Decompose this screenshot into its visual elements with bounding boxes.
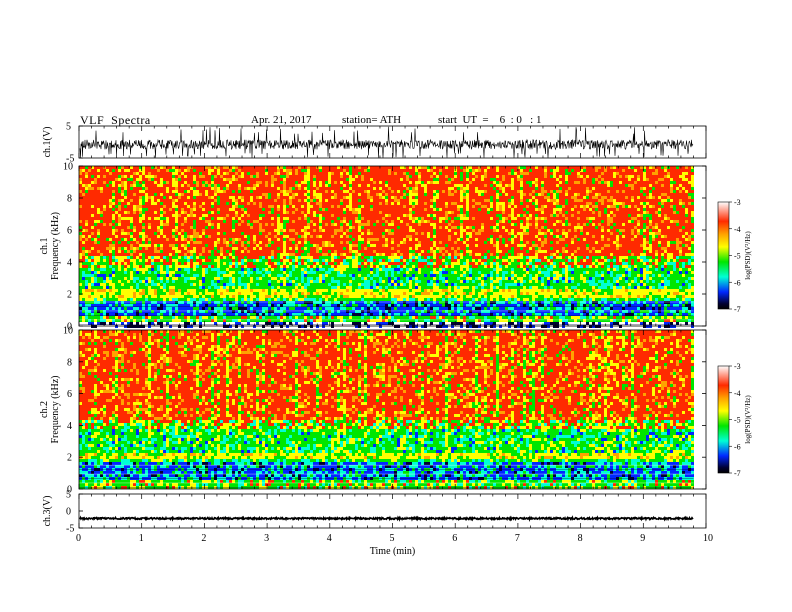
xtick-label: 6	[452, 533, 457, 544]
ch1-ylabel-frequency: Frequency (kHz)	[50, 212, 61, 280]
ch2-ytick-label: 8	[67, 357, 72, 368]
ch1-trace	[80, 127, 693, 158]
ch3-frame	[79, 494, 706, 528]
ch1-colorbar-tick-label: -5	[734, 252, 741, 261]
ch1-colorbar-tick-label: -7	[734, 305, 741, 314]
ch1-colorbar-tick-label: -3	[734, 198, 741, 207]
ch2-ytick-label: 2	[67, 453, 72, 464]
xtick-label: 3	[264, 533, 269, 544]
ch1-ylabel-channel: ch.1	[39, 238, 50, 255]
ch1-ytick-label: 4	[67, 258, 72, 269]
ch1-ytick-label: 10	[63, 162, 73, 173]
ch2-colorbar-tick-label: -3	[734, 362, 741, 371]
xtick-label: 9	[640, 533, 645, 544]
ch1-ytick-label: 6	[67, 226, 72, 237]
ch2-colorbar-tick-label: -5	[734, 416, 741, 425]
ch2-colorbar-tick-label: -7	[734, 469, 741, 478]
ch1-colorbar	[718, 202, 729, 309]
ch2-ylabel-channel: ch.2	[39, 401, 50, 418]
ch2-ylabel-frequency: Frequency (kHz)	[50, 375, 61, 443]
ch3-ytick-label: 5	[66, 490, 71, 501]
ch1-ylabel: ch.1(V)	[42, 127, 53, 158]
x-axis-label: Time (min)	[370, 546, 415, 557]
ch1-colorbar-tick-label: -4	[734, 225, 741, 234]
xtick-label: 4	[327, 533, 332, 544]
xtick-label: 8	[578, 533, 583, 544]
ch3-ytick-label: -5	[66, 524, 74, 535]
ch3-ylabel: ch.3(V)	[42, 496, 53, 527]
ch1-colorbar-tick-label: -6	[734, 278, 741, 287]
xtick-label: 1	[139, 533, 144, 544]
ch2-colorbar	[718, 366, 729, 473]
xtick-label: 5	[390, 533, 395, 544]
xtick-label: 2	[201, 533, 206, 544]
ch1-ytick-label: 5	[66, 122, 71, 133]
ch1-colorbar-label: log(PSD)(V²/Hz)	[744, 231, 752, 280]
ch2-ytick-label: 10	[63, 326, 73, 337]
ch3-ytick-label: 0	[66, 507, 71, 518]
xtick-label: 0	[76, 533, 81, 544]
ch1-ytick-label: 8	[67, 194, 72, 205]
ch2-colorbar-label: log(PSD)(V²/Hz)	[744, 395, 752, 444]
xtick-label: 7	[515, 533, 520, 544]
ch3-trace	[80, 518, 693, 520]
ch2-colorbar-tick-label: -4	[734, 389, 741, 398]
ch2-ytick-label: 6	[67, 389, 72, 400]
ch2-ytick-label: 4	[67, 421, 72, 432]
ch2-colorbar-tick-label: -6	[734, 442, 741, 451]
ch1-spectrogram-cells	[79, 166, 694, 328]
xtick-label: 10	[703, 533, 713, 544]
ch1-ytick-label: 2	[67, 290, 72, 301]
